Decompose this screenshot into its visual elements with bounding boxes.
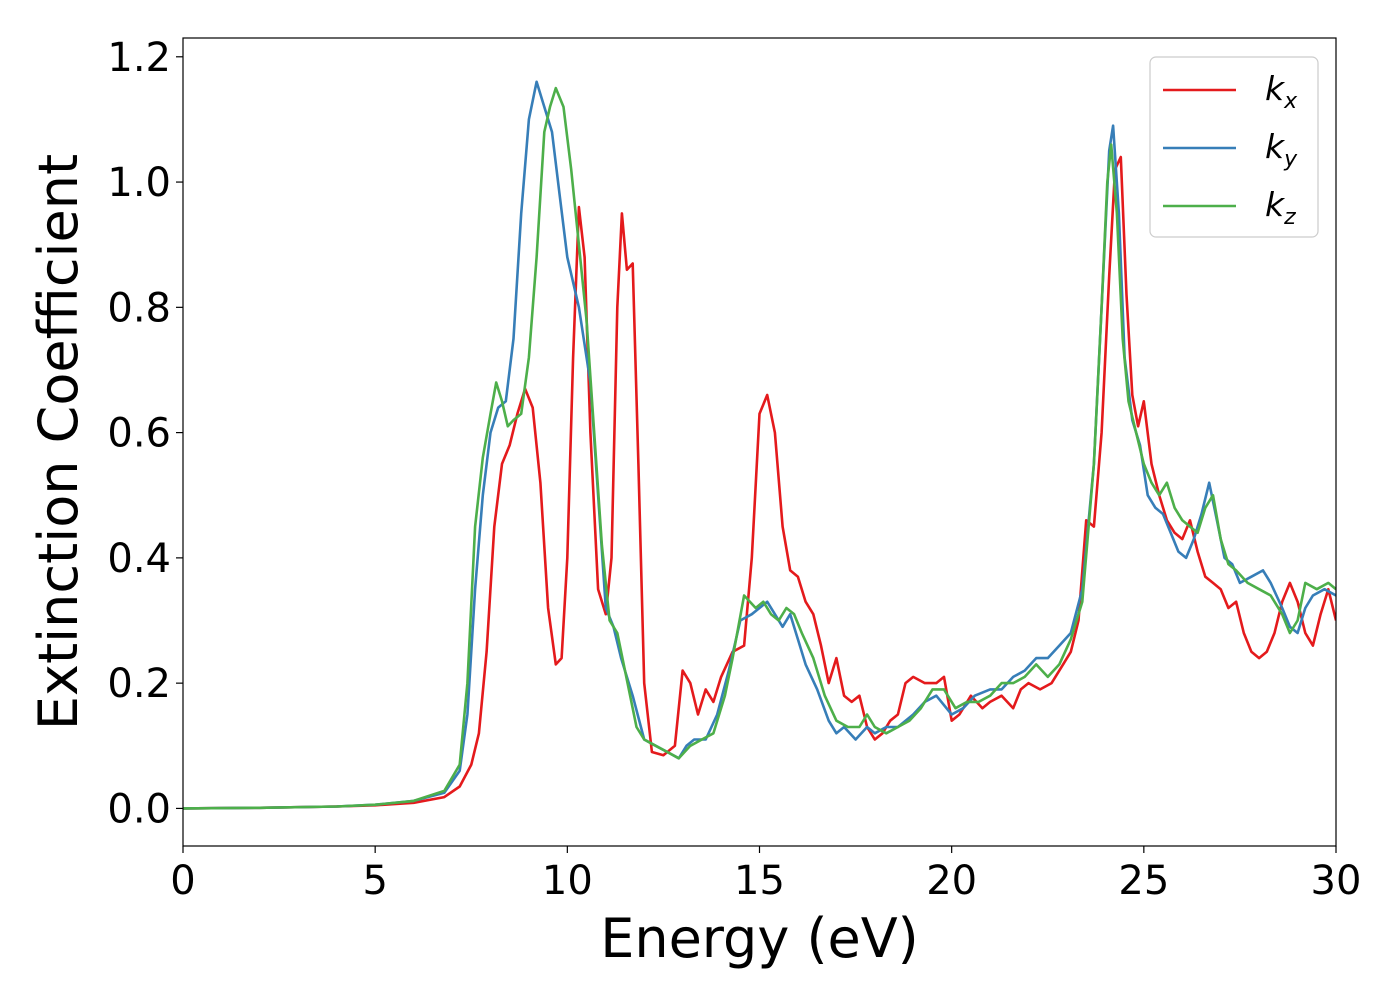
y-axis-title: Extinction Coefficient xyxy=(27,154,90,730)
y-tick-label: 1.2 xyxy=(107,35,171,81)
legend-label-ky: ky xyxy=(1265,127,1298,172)
x-tick-label: 20 xyxy=(926,858,977,904)
y-tick-label: 0.4 xyxy=(107,536,171,582)
y-tick-label: 0.8 xyxy=(107,285,171,331)
legend-label-kx: kx xyxy=(1265,69,1298,114)
x-tick-label: 0 xyxy=(170,858,195,904)
series-line-ky xyxy=(183,80,1336,810)
legend-label-kz: kz xyxy=(1265,185,1296,230)
y-tick-label: 1.0 xyxy=(107,160,171,206)
y-tick-label: 0.2 xyxy=(107,661,171,707)
series-line-kx xyxy=(183,155,1336,810)
axes-layer: 0 5 10 15 20 25 30 0.0 0.2 0.4 0.6 0.8 1.0 1.2 xyxy=(107,35,1361,904)
x-tick-label: 5 xyxy=(362,858,387,904)
series-layer xyxy=(183,80,1336,810)
x-tick-label: 10 xyxy=(542,858,593,904)
x-tick-label: 15 xyxy=(734,858,785,904)
legend: kx ky kz xyxy=(1149,56,1319,238)
series-line-kz xyxy=(183,86,1336,810)
x-tick-label: 30 xyxy=(1311,858,1362,904)
x-tick-label: 25 xyxy=(1118,858,1169,904)
x-axis-title: Energy (eV) xyxy=(600,907,919,970)
y-tick-label: 0.0 xyxy=(107,786,171,832)
y-tick-label: 0.6 xyxy=(107,411,171,457)
